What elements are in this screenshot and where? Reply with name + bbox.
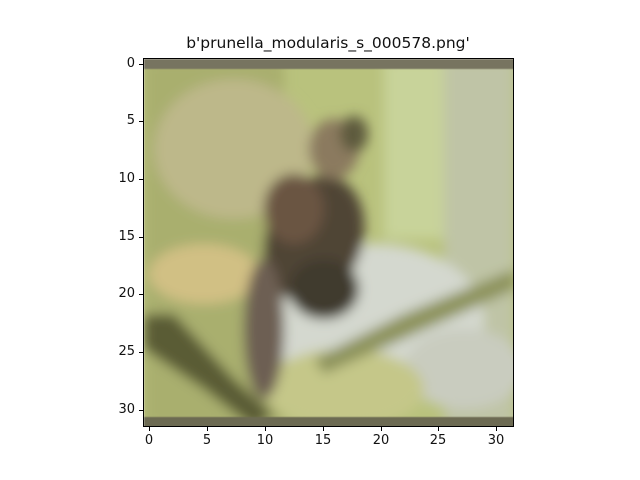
plot-title: b'prunella_modularis_s_000578.png' [186,34,470,52]
x-tick-label: 5 [202,433,212,448]
y-tick-label: 10 [118,171,135,186]
x-tick-mark [381,427,382,431]
x-tick-label: 0 [144,433,154,448]
y-tick-label: 15 [118,229,135,244]
x-tick-mark [265,427,266,431]
y-tick-mark [139,121,143,122]
x-tick-mark [323,427,324,431]
x-tick-label: 10 [256,433,274,448]
y-tick-label: 20 [118,286,135,301]
x-tick-label: 25 [429,433,447,448]
y-tick-mark [139,64,143,65]
x-tick-label: 20 [372,433,390,448]
y-tick-mark [139,179,143,180]
x-tick-mark [149,427,150,431]
image-axes [143,58,514,427]
y-tick-label: 0 [126,56,135,71]
y-tick-label: 5 [126,113,135,128]
y-tick-label: 30 [118,402,135,417]
x-tick-label: 30 [487,433,505,448]
y-tick-mark [139,410,143,411]
y-tick-mark [139,294,143,295]
y-tick-label: 25 [118,344,135,359]
bird-image [144,59,513,426]
x-tick-mark [496,427,497,431]
x-tick-label: 15 [314,433,332,448]
y-tick-mark [139,352,143,353]
x-tick-mark [438,427,439,431]
x-tick-mark [207,427,208,431]
y-tick-mark [139,237,143,238]
